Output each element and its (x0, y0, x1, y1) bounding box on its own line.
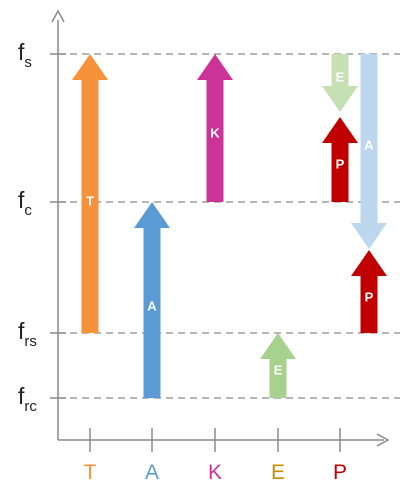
arrow-label-K-up: K (210, 125, 220, 140)
x-label-P: P (333, 461, 347, 482)
arrow-label-T-up: T (86, 193, 94, 208)
arrow-label-E-down: E (336, 69, 345, 84)
y-label-frs: frs (18, 318, 37, 350)
y-label-main: f (18, 39, 25, 65)
grid-lines (58, 53, 400, 399)
y-label-main: f (18, 383, 25, 409)
y-label-fc: fc (18, 187, 32, 219)
y-label-frc: frc (18, 383, 37, 415)
arrows: T A K E E P A P (72, 54, 387, 398)
arrow-T-up (72, 54, 108, 333)
arrow-K-up (197, 54, 233, 202)
arrow-label-P-up-lower: P (365, 289, 374, 304)
x-label-T: T (84, 461, 97, 482)
y-label-sub: c (24, 202, 32, 219)
arrow-label-P-up-upper: P (336, 156, 345, 171)
y-label-sub: rs (24, 333, 37, 350)
arrow-label-A-up: A (147, 298, 157, 313)
arrow-P-up-lower (351, 250, 387, 333)
arrow-P-up-upper (322, 117, 358, 202)
y-label-main: f (18, 187, 25, 213)
y-label-sub: rc (24, 398, 37, 415)
y-label-sub: s (24, 54, 32, 71)
arrow-E-down (322, 54, 358, 112)
x-axis-arrowhead (376, 433, 390, 447)
y-label-main: f (18, 318, 25, 344)
arrow-E-up (260, 333, 296, 398)
arrow-label-E-up: E (274, 362, 283, 377)
arrow-A-up (134, 202, 170, 398)
y-label-fs: fs (18, 39, 32, 71)
arrow-label-A-down: A (364, 137, 374, 152)
x-label-A: A (145, 461, 159, 482)
axes (50, 9, 390, 452)
x-label-K: K (208, 461, 222, 482)
arrow-A-down (351, 54, 387, 249)
x-label-E: E (271, 461, 285, 482)
y-axis-arrowhead (51, 9, 65, 23)
